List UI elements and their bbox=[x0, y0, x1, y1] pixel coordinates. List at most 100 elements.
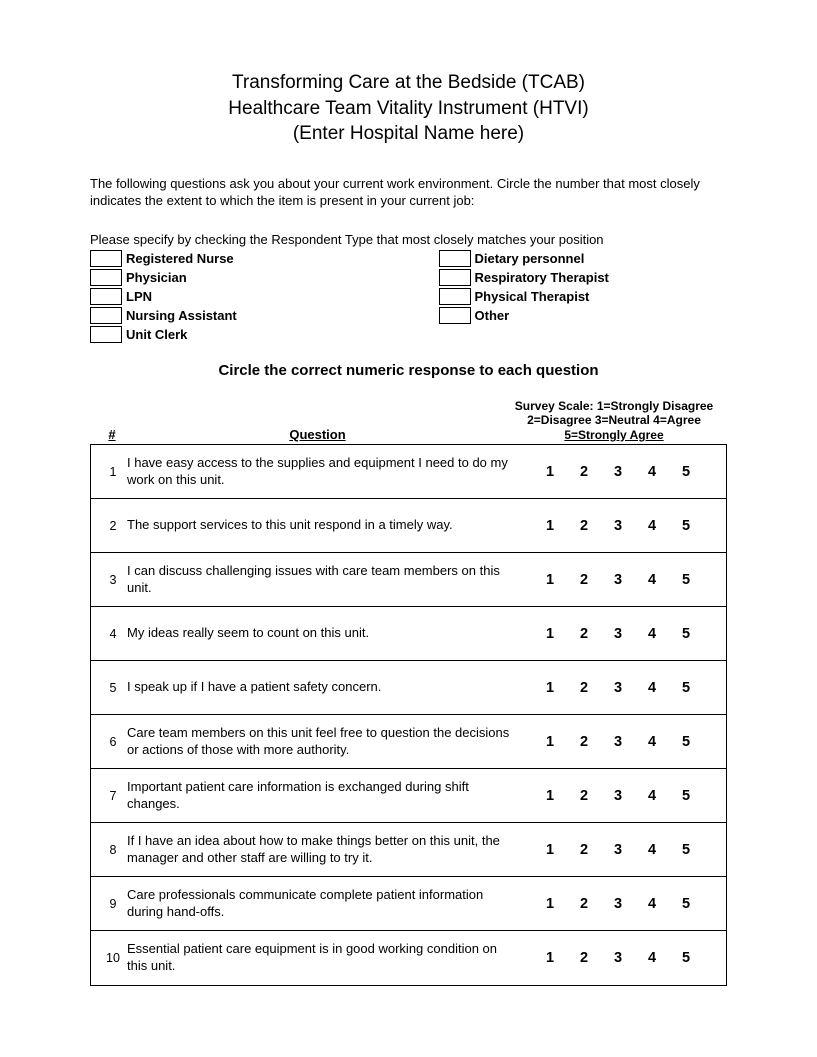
checkbox[interactable] bbox=[90, 326, 122, 343]
scale-option[interactable]: 3 bbox=[608, 896, 628, 912]
scale-option[interactable]: 2 bbox=[574, 626, 594, 642]
scale-option[interactable]: 1 bbox=[540, 626, 560, 642]
scale-option[interactable]: 3 bbox=[608, 950, 628, 966]
respondent-item: Respiratory Therapist bbox=[439, 268, 728, 287]
scale-option[interactable]: 4 bbox=[642, 626, 662, 642]
scale-option[interactable]: 5 bbox=[676, 572, 696, 588]
scale-option[interactable]: 2 bbox=[574, 680, 594, 696]
checkbox[interactable] bbox=[439, 307, 471, 324]
scale-option[interactable]: 5 bbox=[676, 518, 696, 534]
scale-option[interactable]: 3 bbox=[608, 518, 628, 534]
scale-option[interactable]: 3 bbox=[608, 572, 628, 588]
respondent-item: Physical Therapist bbox=[439, 287, 728, 306]
respondent-label: Respiratory Therapist bbox=[475, 270, 609, 285]
respondent-columns: Registered Nurse Physician LPN Nursing A… bbox=[90, 249, 727, 344]
scale-option[interactable]: 5 bbox=[676, 464, 696, 480]
checkbox[interactable] bbox=[439, 269, 471, 286]
scale-option[interactable]: 4 bbox=[642, 734, 662, 750]
scale-option[interactable]: 2 bbox=[574, 734, 594, 750]
scale-option[interactable]: 2 bbox=[574, 572, 594, 588]
scale-option[interactable]: 5 bbox=[676, 626, 696, 642]
scale-option[interactable]: 5 bbox=[676, 680, 696, 696]
respondent-label: Physical Therapist bbox=[475, 289, 590, 304]
question-row: 10Essential patient care equipment is in… bbox=[91, 931, 726, 985]
scale-option[interactable]: 1 bbox=[540, 518, 560, 534]
question-scale: 12345 bbox=[530, 896, 714, 912]
checkbox[interactable] bbox=[439, 250, 471, 267]
scale-option[interactable]: 1 bbox=[540, 788, 560, 804]
scale-option[interactable]: 4 bbox=[642, 464, 662, 480]
question-row: 7Important patient care information is e… bbox=[91, 769, 726, 823]
question-scale: 12345 bbox=[530, 788, 714, 804]
question-scale: 12345 bbox=[530, 842, 714, 858]
respondent-col-1: Registered Nurse Physician LPN Nursing A… bbox=[90, 249, 379, 344]
question-row: 3 I can discuss challenging issues with c… bbox=[91, 553, 726, 607]
scale-option[interactable]: 4 bbox=[642, 680, 662, 696]
question-text: The support services to this unit respon… bbox=[127, 517, 530, 534]
respondent-label: Registered Nurse bbox=[126, 251, 234, 266]
scale-option[interactable]: 3 bbox=[608, 626, 628, 642]
checkbox[interactable] bbox=[439, 288, 471, 305]
question-number: 7 bbox=[99, 789, 127, 803]
scale-option[interactable]: 5 bbox=[676, 842, 696, 858]
question-text: If I have an idea about how to make thin… bbox=[127, 833, 530, 867]
scale-option[interactable]: 3 bbox=[608, 842, 628, 858]
question-row: 9Care professionals communicate complete… bbox=[91, 877, 726, 931]
scale-option[interactable]: 4 bbox=[642, 572, 662, 588]
scale-option[interactable]: 1 bbox=[540, 464, 560, 480]
scale-option[interactable]: 2 bbox=[574, 518, 594, 534]
scale-option[interactable]: 4 bbox=[642, 896, 662, 912]
scale-option[interactable]: 4 bbox=[642, 788, 662, 804]
respondent-label: Physician bbox=[126, 270, 187, 285]
checkbox[interactable] bbox=[90, 250, 122, 267]
scale-option[interactable]: 3 bbox=[608, 734, 628, 750]
scale-option[interactable]: 4 bbox=[642, 518, 662, 534]
scale-option[interactable]: 2 bbox=[574, 842, 594, 858]
scale-option[interactable]: 2 bbox=[574, 896, 594, 912]
header-question: Question bbox=[126, 427, 509, 442]
question-row: 6Care team members on this unit feel fre… bbox=[91, 715, 726, 769]
specify-text: Please specify by checking the Responden… bbox=[90, 232, 727, 247]
scale-line-2: 2=Disagree 3=Neutral 4=Agree bbox=[509, 413, 719, 427]
scale-option[interactable]: 1 bbox=[540, 950, 560, 966]
respondent-item: Unit Clerk bbox=[90, 325, 379, 344]
scale-option[interactable]: 5 bbox=[676, 950, 696, 966]
question-number: 10 bbox=[99, 951, 127, 965]
checkbox[interactable] bbox=[90, 307, 122, 324]
question-scale: 12345 bbox=[530, 950, 714, 966]
scale-option[interactable]: 1 bbox=[540, 842, 560, 858]
question-number: 6 bbox=[99, 735, 127, 749]
scale-option[interactable]: 3 bbox=[608, 788, 628, 804]
title-line-2: Healthcare Team Vitality Instrument (HTV… bbox=[90, 96, 727, 122]
checkbox[interactable] bbox=[90, 288, 122, 305]
scale-option[interactable]: 2 bbox=[574, 950, 594, 966]
question-number: 5 bbox=[99, 681, 127, 695]
question-row: 1I have easy access to the supplies and … bbox=[91, 445, 726, 499]
scale-option[interactable]: 1 bbox=[540, 896, 560, 912]
scale-option[interactable]: 1 bbox=[540, 680, 560, 696]
question-scale: 12345 bbox=[530, 464, 714, 480]
respondent-item: Dietary personnel bbox=[439, 249, 728, 268]
scale-option[interactable]: 2 bbox=[574, 788, 594, 804]
question-number: 4 bbox=[99, 627, 127, 641]
respondent-col-2: Dietary personnel Respiratory Therapist … bbox=[379, 249, 728, 344]
respondent-label: Other bbox=[475, 308, 510, 323]
question-row: 5I speak up if I have a patient safety c… bbox=[91, 661, 726, 715]
question-number: 1 bbox=[99, 465, 127, 479]
respondent-item: Nursing Assistant bbox=[90, 306, 379, 325]
scale-option[interactable]: 5 bbox=[676, 896, 696, 912]
scale-option[interactable]: 2 bbox=[574, 464, 594, 480]
header-number: # bbox=[98, 427, 126, 442]
checkbox[interactable] bbox=[90, 269, 122, 286]
scale-option[interactable]: 3 bbox=[608, 680, 628, 696]
scale-option[interactable]: 5 bbox=[676, 734, 696, 750]
scale-option[interactable]: 1 bbox=[540, 734, 560, 750]
scale-option[interactable]: 3 bbox=[608, 464, 628, 480]
question-text: I can discuss challenging issues with ca… bbox=[127, 563, 530, 597]
question-scale: 12345 bbox=[530, 626, 714, 642]
scale-option[interactable]: 4 bbox=[642, 950, 662, 966]
respondent-item: Physician bbox=[90, 268, 379, 287]
scale-option[interactable]: 5 bbox=[676, 788, 696, 804]
scale-option[interactable]: 4 bbox=[642, 842, 662, 858]
scale-option[interactable]: 1 bbox=[540, 572, 560, 588]
